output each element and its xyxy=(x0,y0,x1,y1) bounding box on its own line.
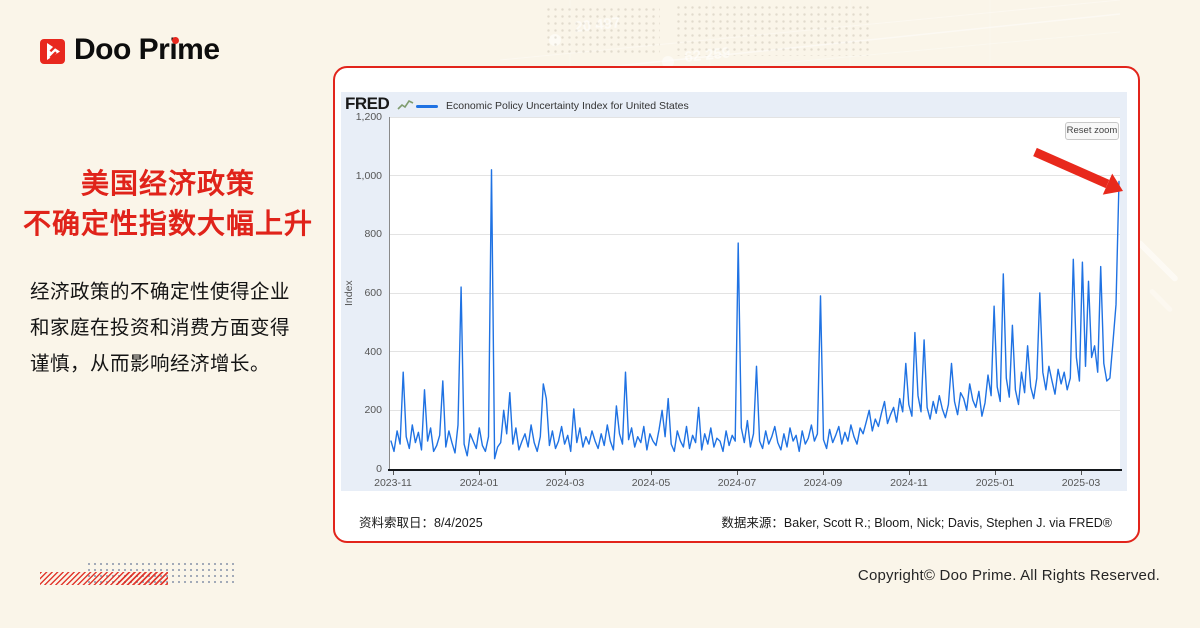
y-tick-label: 1,200 xyxy=(355,111,382,123)
doo-prime-logo: Doo Prime xyxy=(40,33,280,70)
y-tick-label: 400 xyxy=(364,345,382,358)
fred-logo[interactable]: FRED xyxy=(345,94,390,113)
x-axis-line xyxy=(388,469,1122,471)
legend-label: Economic Policy Uncertainty Index for Un… xyxy=(446,100,689,112)
headline-line-2: 不确定性指数大幅上升 xyxy=(22,208,313,239)
highlight-arrow xyxy=(1033,147,1123,195)
doo-prime-logo-icon xyxy=(40,39,65,64)
data-retrieved-date: 资料索取日：8/4/2025 xyxy=(359,516,483,530)
reset-zoom-button[interactable]: Reset zoom xyxy=(1065,122,1119,140)
gridline xyxy=(390,292,1120,294)
gridline xyxy=(390,351,1120,353)
y-axis-line xyxy=(389,117,390,469)
fred-sparkline-icon xyxy=(397,99,414,110)
x-tick-label: 2024-01 xyxy=(459,477,499,489)
x-tick-label: 2024-03 xyxy=(545,477,585,489)
legend-line-swatch xyxy=(416,105,438,108)
plot-area[interactable] xyxy=(390,117,1120,469)
light-streak xyxy=(1135,239,1180,283)
watermark-number: 62 259 xyxy=(684,44,731,66)
x-tick-label: 2025-01 xyxy=(975,477,1015,489)
y-axis-labels: 1,200 1,000 800 600 400 200 0 xyxy=(341,92,384,491)
light-streak xyxy=(1148,288,1174,313)
copyright-text: Copyright© Doo Prime. All Rights Reserve… xyxy=(857,567,1160,584)
x-tick-label: 2024-09 xyxy=(803,477,843,489)
gridline xyxy=(390,117,1120,118)
fred-chart-widget: FRED Economic Policy Uncertainty Index f… xyxy=(341,92,1127,491)
watermark-dot xyxy=(662,56,674,68)
x-tick-label: 2023-11 xyxy=(374,477,412,489)
chart-card: FRED Economic Policy Uncertainty Index f… xyxy=(333,66,1140,543)
brand-name: Doo Prime xyxy=(74,33,220,66)
body-line-3: 谨慎，从而影响经济增长。 xyxy=(30,353,271,375)
y-tick-label: 200 xyxy=(364,404,382,417)
body-line-1: 经济政策的不确定性使得企业 xyxy=(30,281,291,303)
halftone-pattern xyxy=(545,6,660,54)
body-line-2: 和家庭在投资和消费方面变得 xyxy=(30,317,291,339)
red-hatch-bar-decor xyxy=(40,572,168,585)
data-source-credit: 数据来源：Baker, Scott R.; Bloom, Nick; Davis… xyxy=(721,516,1112,530)
y-tick-label: 1,000 xyxy=(355,169,382,182)
x-tick-label: 2024-07 xyxy=(717,477,757,489)
y-tick-label: 600 xyxy=(364,287,382,299)
watermark-number: 20 497 xyxy=(574,14,621,36)
headline: 美国经济政策 不确定性指数大幅上升 xyxy=(0,164,336,244)
x-tick-mark xyxy=(823,471,824,475)
gridline xyxy=(390,233,1120,235)
x-tick-mark xyxy=(995,471,996,475)
gridline xyxy=(390,175,1120,177)
y-tick-label: 800 xyxy=(364,228,382,241)
x-tick-label: 2024-11 xyxy=(890,477,928,489)
watermark-dot xyxy=(549,34,561,46)
x-tick-mark xyxy=(1081,471,1082,475)
x-tick-mark xyxy=(393,471,394,475)
x-tick-mark xyxy=(737,471,738,475)
x-tick-label: 2025-03 xyxy=(1061,477,1101,489)
halftone-pattern xyxy=(675,4,870,56)
x-tick-mark xyxy=(479,471,480,475)
x-tick-label: 2024-05 xyxy=(631,477,671,489)
x-tick-mark xyxy=(909,471,910,475)
x-tick-mark xyxy=(651,471,652,475)
x-tick-mark xyxy=(565,471,566,475)
body-text: 经济政策的不确定性使得企业 和家庭在投资和消费方面变得 谨慎，从而影响经济增长。 xyxy=(30,274,332,382)
epu-line-series xyxy=(390,169,1120,460)
brand-i-dot xyxy=(172,37,179,44)
x-axis-labels: 2023-11 2024-01 2024-03 2024-05 2024-07 2024-… xyxy=(341,471,1127,491)
headline-line-1: 美国经济政策 xyxy=(80,168,255,199)
y-tick-label: 0 xyxy=(376,463,382,475)
